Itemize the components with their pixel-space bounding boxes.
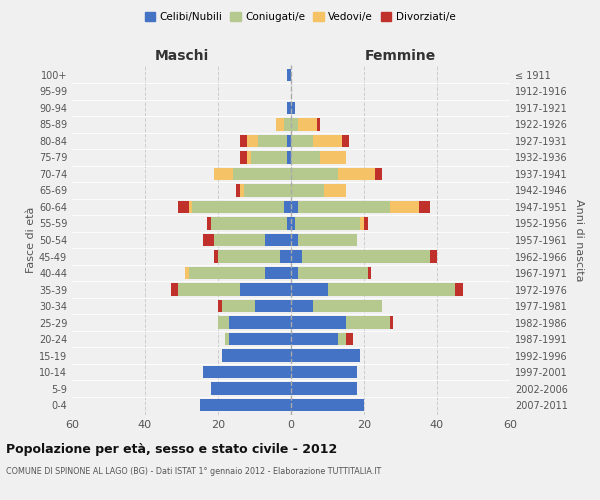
- Bar: [226, 333, 229, 345]
- Bar: [240, 184, 244, 196]
- Bar: [229, 316, 291, 328]
- Bar: [291, 234, 298, 246]
- Bar: [221, 350, 291, 362]
- Bar: [291, 333, 338, 345]
- Bar: [189, 201, 193, 213]
- Bar: [207, 218, 211, 230]
- Bar: [189, 267, 265, 279]
- Bar: [240, 135, 247, 147]
- Bar: [236, 184, 240, 196]
- Bar: [317, 118, 320, 130]
- Bar: [247, 135, 258, 147]
- Bar: [258, 135, 287, 147]
- Bar: [346, 333, 353, 345]
- Bar: [221, 300, 254, 312]
- Bar: [291, 184, 324, 196]
- Bar: [291, 168, 338, 180]
- Bar: [193, 201, 284, 213]
- Bar: [361, 218, 364, 230]
- Bar: [178, 201, 189, 213]
- Bar: [287, 102, 291, 114]
- Bar: [284, 201, 291, 213]
- Bar: [218, 300, 221, 312]
- Bar: [229, 333, 291, 345]
- Bar: [346, 316, 389, 328]
- Text: COMUNE DI SPINONE AL LAGO (BG) - Dati ISTAT 1° gennaio 2012 - Elaborazione TUTTI: COMUNE DI SPINONE AL LAGO (BG) - Dati IS…: [6, 468, 381, 476]
- Bar: [244, 184, 291, 196]
- Text: Popolazione per età, sesso e stato civile - 2012: Popolazione per età, sesso e stato civil…: [6, 442, 337, 456]
- Legend: Celibi/Nubili, Coniugati/e, Vedovi/e, Divorziati/e: Celibi/Nubili, Coniugati/e, Vedovi/e, Di…: [140, 8, 460, 26]
- Bar: [214, 250, 218, 262]
- Bar: [455, 284, 463, 296]
- Bar: [247, 152, 251, 164]
- Bar: [214, 234, 265, 246]
- Bar: [280, 250, 291, 262]
- Bar: [368, 267, 371, 279]
- Bar: [338, 168, 375, 180]
- Bar: [291, 366, 356, 378]
- Bar: [313, 300, 382, 312]
- Bar: [203, 366, 291, 378]
- Bar: [375, 168, 382, 180]
- Bar: [291, 399, 364, 411]
- Bar: [265, 234, 291, 246]
- Bar: [214, 168, 233, 180]
- Bar: [291, 284, 328, 296]
- Bar: [287, 135, 291, 147]
- Bar: [251, 152, 287, 164]
- Bar: [298, 267, 368, 279]
- Bar: [291, 267, 298, 279]
- Bar: [328, 284, 455, 296]
- Bar: [389, 201, 419, 213]
- Bar: [211, 382, 291, 395]
- Bar: [291, 316, 346, 328]
- Bar: [291, 218, 295, 230]
- Bar: [240, 152, 247, 164]
- Bar: [233, 168, 291, 180]
- Bar: [265, 267, 291, 279]
- Bar: [291, 201, 298, 213]
- Bar: [287, 218, 291, 230]
- Bar: [211, 218, 287, 230]
- Bar: [240, 284, 291, 296]
- Bar: [277, 118, 284, 130]
- Bar: [291, 382, 356, 395]
- Bar: [291, 300, 313, 312]
- Bar: [338, 333, 346, 345]
- Bar: [200, 399, 291, 411]
- Text: Femmine: Femmine: [365, 50, 436, 64]
- Bar: [342, 135, 349, 147]
- Bar: [298, 201, 389, 213]
- Bar: [302, 250, 430, 262]
- Bar: [430, 250, 437, 262]
- Bar: [291, 152, 320, 164]
- Bar: [170, 284, 178, 296]
- Y-axis label: Anni di nascita: Anni di nascita: [574, 198, 584, 281]
- Bar: [291, 118, 298, 130]
- Bar: [218, 250, 280, 262]
- Bar: [298, 118, 317, 130]
- Bar: [218, 316, 229, 328]
- Bar: [389, 316, 393, 328]
- Y-axis label: Fasce di età: Fasce di età: [26, 207, 36, 273]
- Bar: [291, 350, 361, 362]
- Bar: [324, 184, 346, 196]
- Bar: [364, 218, 368, 230]
- Bar: [287, 68, 291, 81]
- Bar: [295, 218, 361, 230]
- Bar: [254, 300, 291, 312]
- Bar: [284, 118, 291, 130]
- Bar: [203, 234, 214, 246]
- Bar: [320, 152, 346, 164]
- Bar: [287, 152, 291, 164]
- Text: Maschi: Maschi: [154, 50, 209, 64]
- Bar: [291, 102, 295, 114]
- Bar: [291, 135, 313, 147]
- Bar: [178, 284, 240, 296]
- Bar: [291, 250, 302, 262]
- Bar: [419, 201, 430, 213]
- Bar: [185, 267, 189, 279]
- Bar: [298, 234, 357, 246]
- Bar: [313, 135, 342, 147]
